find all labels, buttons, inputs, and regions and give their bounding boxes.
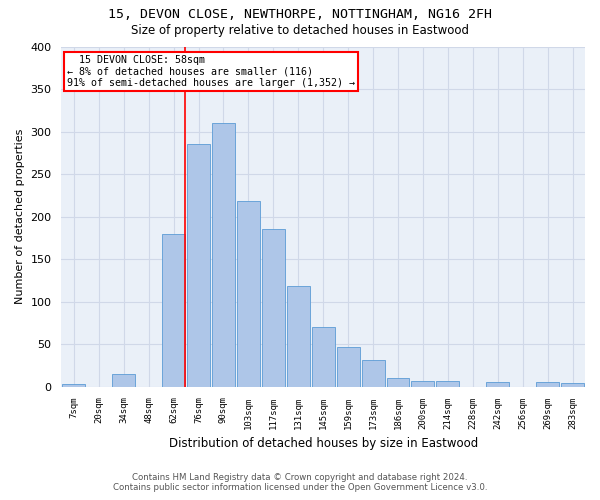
Bar: [536, 382, 559, 386]
Bar: [287, 286, 310, 386]
Bar: [337, 346, 359, 387]
X-axis label: Distribution of detached houses by size in Eastwood: Distribution of detached houses by size …: [169, 437, 478, 450]
Bar: [262, 230, 285, 386]
Text: 15 DEVON CLOSE: 58sqm
← 8% of detached houses are smaller (116)
91% of semi-deta: 15 DEVON CLOSE: 58sqm ← 8% of detached h…: [67, 55, 355, 88]
Text: Contains HM Land Registry data © Crown copyright and database right 2024.
Contai: Contains HM Land Registry data © Crown c…: [113, 473, 487, 492]
Bar: [312, 327, 335, 386]
Bar: [561, 384, 584, 386]
Bar: [412, 380, 434, 386]
Bar: [237, 202, 260, 386]
Bar: [162, 234, 185, 386]
Bar: [187, 144, 210, 386]
Text: Size of property relative to detached houses in Eastwood: Size of property relative to detached ho…: [131, 24, 469, 37]
Bar: [112, 374, 135, 386]
Bar: [436, 380, 460, 386]
Bar: [212, 123, 235, 386]
Bar: [486, 382, 509, 386]
Bar: [362, 360, 385, 386]
Bar: [62, 384, 85, 386]
Bar: [386, 378, 409, 386]
Y-axis label: Number of detached properties: Number of detached properties: [15, 129, 25, 304]
Text: 15, DEVON CLOSE, NEWTHORPE, NOTTINGHAM, NG16 2FH: 15, DEVON CLOSE, NEWTHORPE, NOTTINGHAM, …: [108, 8, 492, 20]
